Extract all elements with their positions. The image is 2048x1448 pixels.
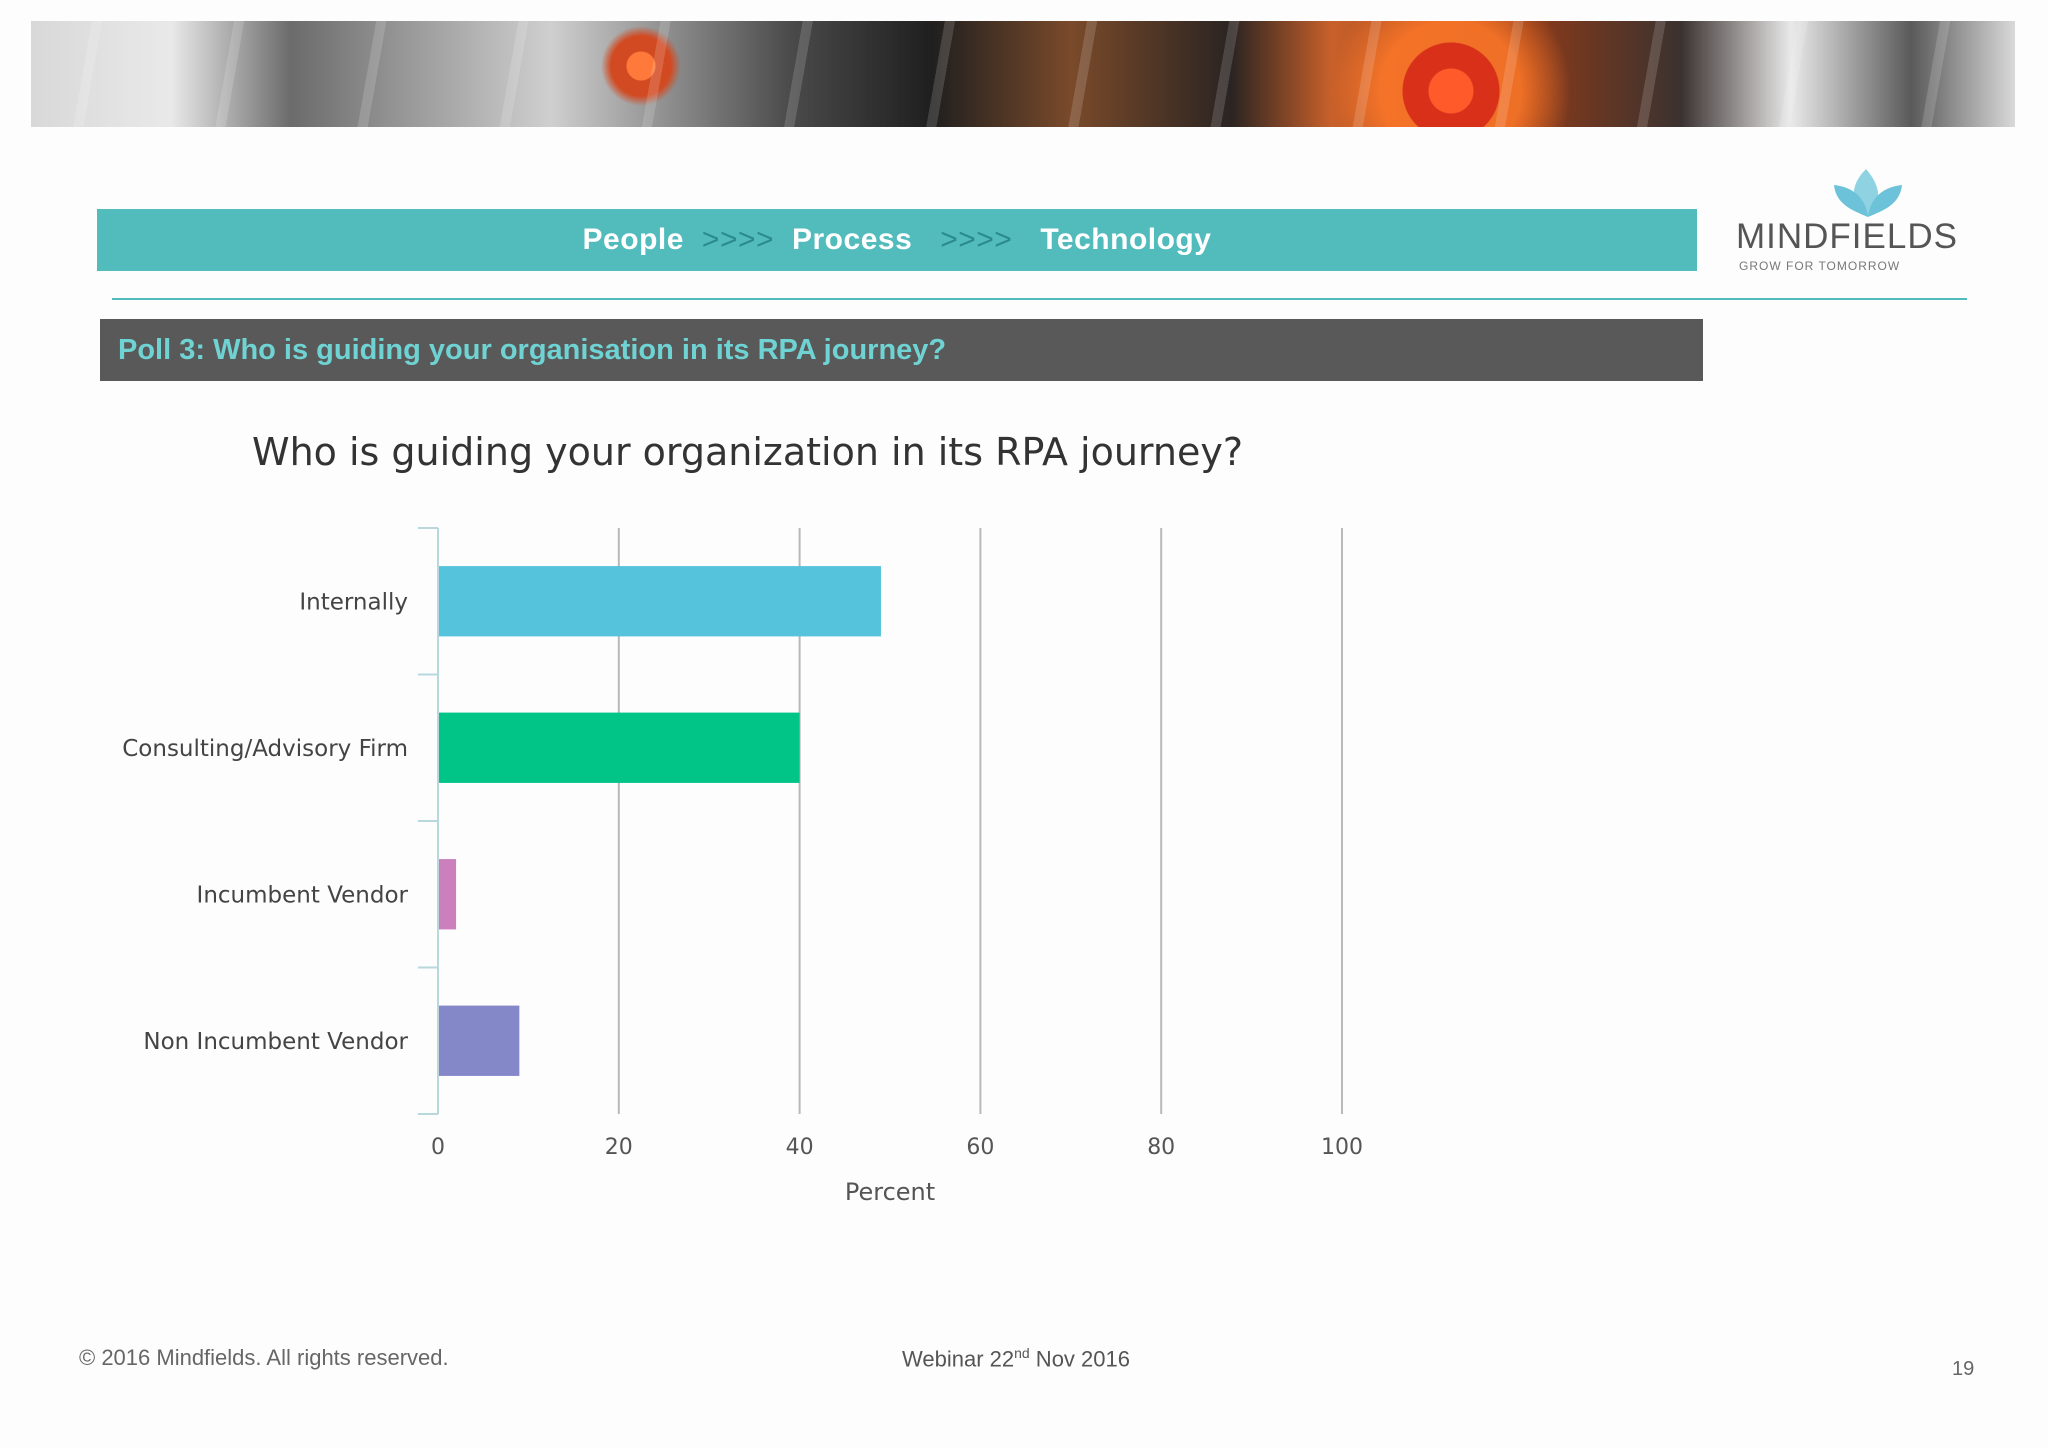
page-number: 19: [1952, 1358, 1975, 1380]
lotus-icon: [1834, 169, 1902, 217]
x-tick-label-40: 40: [786, 1135, 814, 1160]
category-label-3: Non Incumbent Vendor: [143, 1029, 408, 1055]
chart-title: Who is guiding your organization in its …: [252, 430, 1244, 474]
webinar-sup: nd: [1014, 1345, 1030, 1361]
x-tick-label-0: 0: [431, 1135, 445, 1160]
x-tick-label-20: 20: [605, 1135, 633, 1160]
arrows-1: >>>>: [701, 223, 774, 256]
teal-divider: [112, 298, 1967, 300]
webinar-suffix: Nov 2016: [1029, 1346, 1130, 1372]
header-banner-image: [31, 21, 2015, 127]
bar-2: [439, 859, 457, 930]
x-axis-title: Percent: [845, 1178, 935, 1206]
x-tick-label-80: 80: [1147, 1135, 1175, 1160]
people-label: People: [582, 223, 684, 256]
process-label: Process: [792, 223, 913, 256]
x-tick-label-60: 60: [966, 1135, 994, 1160]
poll-title: Poll 3: Who is guiding your organisation…: [118, 333, 947, 366]
category-label-1: Consulting/Advisory Firm: [122, 736, 408, 762]
copyright-text: © 2016 Mindfields. All rights reserved.: [79, 1345, 449, 1370]
logo-tagline: GROW FOR TOMORROW: [1739, 259, 1901, 273]
x-tick-label-100: 100: [1321, 1135, 1363, 1160]
bar-1: [439, 712, 800, 783]
arrows-2: >>>>: [940, 223, 1013, 256]
technology-label: Technology: [1040, 223, 1212, 256]
bar-0: [439, 566, 881, 637]
poll-title-bar: Poll 3: Who is guiding your organisation…: [100, 319, 1703, 381]
webinar-date: Webinar 22nd Nov 2016: [902, 1345, 1130, 1372]
bar-3: [439, 1005, 520, 1076]
logo-wordmark: MINDFIELDS: [1736, 217, 1958, 256]
people-process-technology-bar: People >>>> Process >>>> Technology: [97, 209, 1697, 271]
mindfields-logo: MINDFIELDS GROW FOR TOMORROW: [1736, 165, 1981, 275]
webinar-prefix: Webinar 22: [902, 1346, 1015, 1372]
category-label-0: Internally: [299, 589, 408, 615]
category-label-2: Incumbent Vendor: [197, 882, 409, 908]
